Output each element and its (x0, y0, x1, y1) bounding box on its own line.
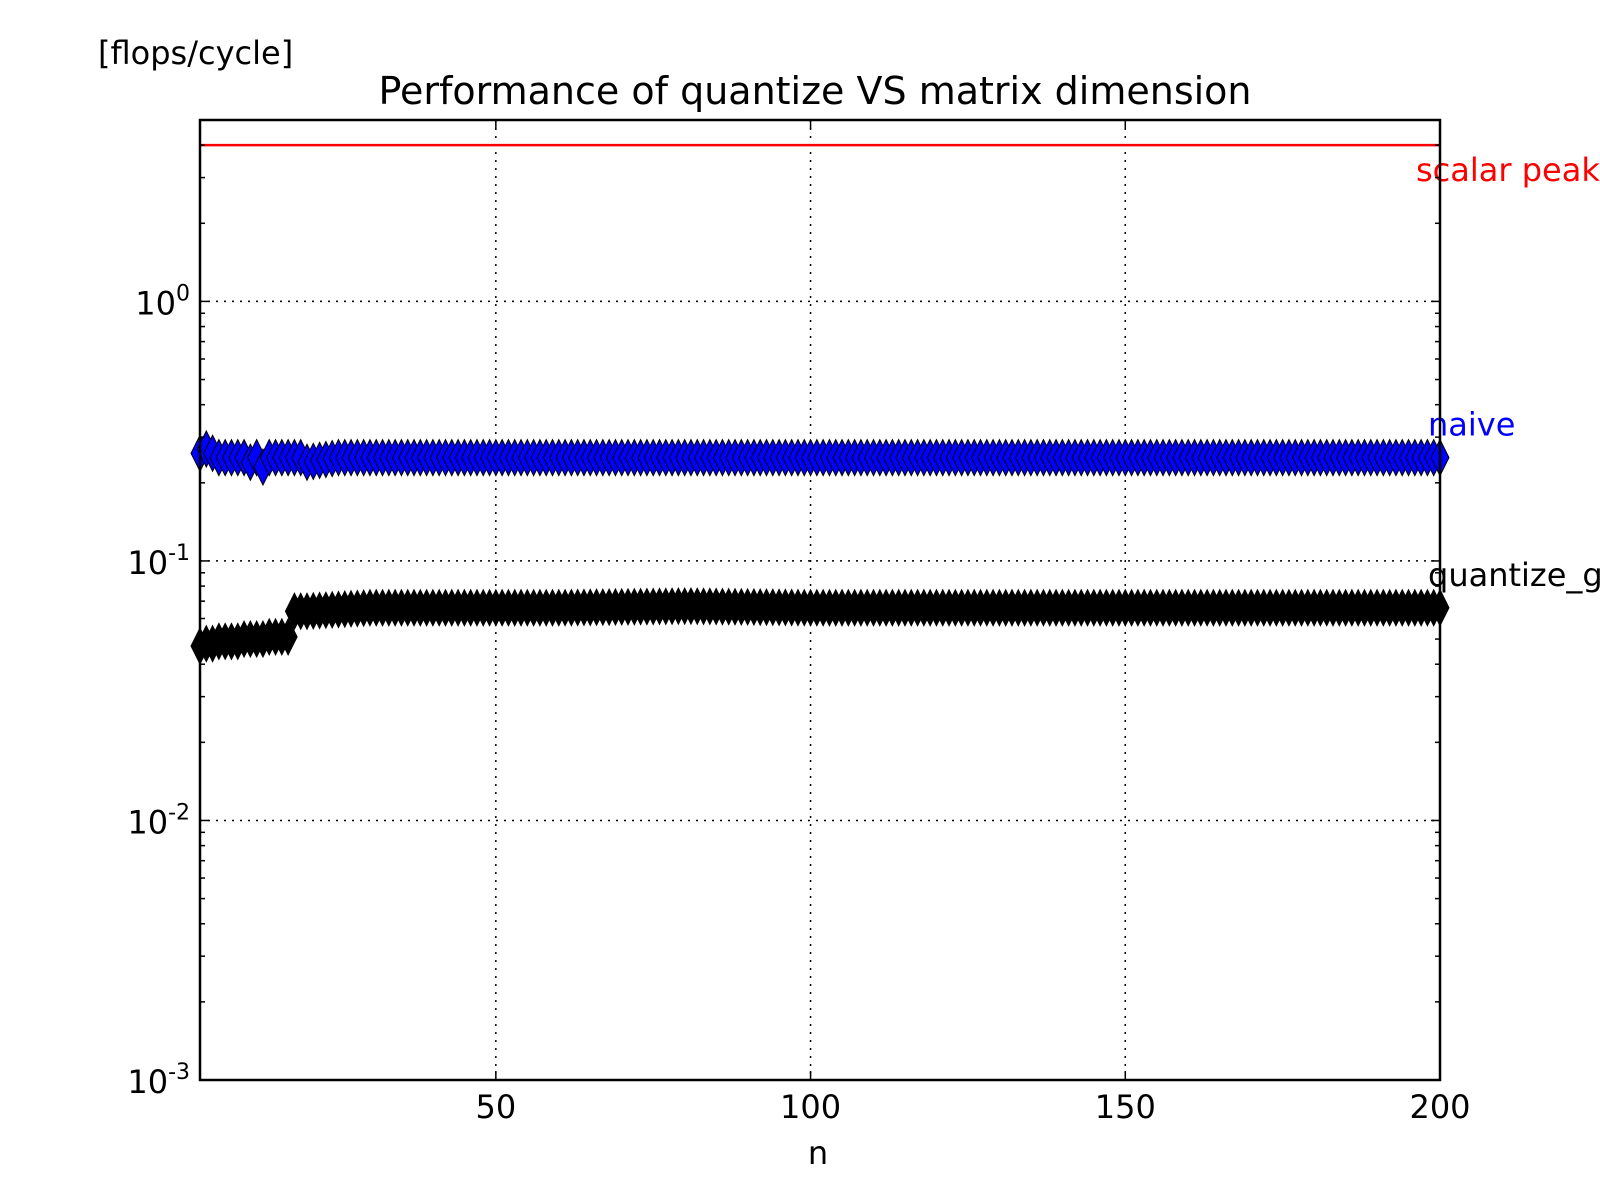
series-label: naive (1428, 406, 1515, 444)
y-tick-label: 10-2 (127, 800, 190, 841)
y-tick-label: 10-3 (127, 1060, 190, 1101)
x-tick-label: 100 (780, 1088, 841, 1126)
x-tick-label: 50 (475, 1088, 516, 1126)
series-label: quantize_g (1428, 556, 1600, 594)
series-layer: scalar peak naive quantize_g (190, 143, 1600, 666)
y-unit-label: [flops/cycle] (98, 34, 293, 72)
series-scalar-peak: scalar peak (200, 143, 1600, 189)
axis-ticks: 50 100 150 200 100 10-1 10-2 10-3 (127, 119, 1471, 1126)
y-tick-label: 100 (135, 281, 190, 322)
plot-frame (198, 118, 1442, 1082)
chart-title: Performance of quantize VS matrix dimens… (378, 69, 1251, 113)
series-naive: naive (190, 406, 1515, 487)
y-tick-label: 10-1 (127, 541, 190, 582)
data-point-marker (278, 617, 298, 656)
x-tick-label: 150 (1095, 1088, 1156, 1126)
series-quantize-g: quantize_g (190, 556, 1600, 666)
series-label: scalar peak (1416, 151, 1600, 189)
x-axis-label: n (808, 1134, 828, 1172)
x-tick-label: 200 (1409, 1088, 1470, 1126)
